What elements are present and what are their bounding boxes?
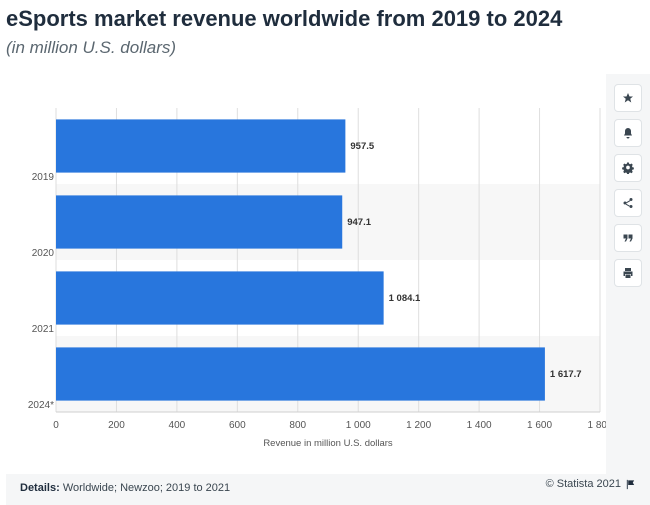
- data-label: 1 617.7: [550, 369, 582, 380]
- tick-label: 800: [289, 420, 306, 431]
- quote-icon: [623, 234, 633, 242]
- details-label: Details:: [20, 482, 60, 494]
- category-label: 2020: [32, 248, 55, 259]
- data-label: 947.1: [347, 217, 371, 228]
- bar: [56, 119, 346, 173]
- tick-label: 1 800: [587, 420, 606, 431]
- tick-label: 1 200: [406, 420, 431, 431]
- bar: [56, 347, 545, 401]
- flag-icon: [626, 479, 635, 489]
- print-button[interactable]: [614, 259, 642, 287]
- tick-label: 1 400: [467, 420, 492, 431]
- bar: [56, 195, 343, 249]
- notification-button[interactable]: [614, 119, 642, 147]
- details-value: Worldwide; Newzoo; 2019 to 2021: [62, 482, 231, 494]
- chart-title: eSports market revenue worldwide from 20…: [6, 6, 563, 31]
- share-button[interactable]: [614, 189, 642, 217]
- gear-icon: [622, 162, 634, 174]
- cite-button[interactable]: [614, 224, 642, 252]
- share-icon: [623, 198, 633, 208]
- star-icon: [623, 93, 633, 103]
- x-axis-title: Revenue in million U.S. dollars: [263, 438, 393, 449]
- category-label: 2019: [32, 172, 55, 183]
- bar: [56, 271, 384, 325]
- tick-label: 0: [53, 420, 59, 431]
- tick-label: 1 600: [527, 420, 552, 431]
- category-label: 2021: [32, 324, 55, 335]
- chart-subtitle: (in million U.S. dollars): [6, 38, 177, 57]
- chart-toolbar: [614, 84, 644, 294]
- bell-icon: [624, 128, 632, 139]
- bar-chart: 957.5 2019 947.1 2020 1 084.1 2021 1 617.7 2024…: [28, 108, 606, 449]
- data-label: 1 084.1: [389, 293, 421, 304]
- tick-label: 200: [108, 420, 125, 431]
- tick-label: 400: [169, 420, 186, 431]
- favorite-button[interactable]: [614, 84, 642, 112]
- tick-label: 1 000: [346, 420, 371, 431]
- data-label: 957.5: [350, 141, 374, 152]
- print-icon: [623, 268, 633, 278]
- chart-card: 957.5 2019 947.1 2020 1 084.1 2021 1 617.7 2024…: [6, 74, 650, 505]
- chart-area: 957.5 2019 947.1 2020 1 084.1 2021 1 617.7 2024…: [6, 74, 606, 474]
- copyright[interactable]: © Statista 2021: [546, 478, 636, 490]
- category-label: 2024*: [28, 400, 54, 411]
- settings-button[interactable]: [614, 154, 642, 182]
- details-text: Details: Worldwide; Newzoo; 2019 to 2021: [20, 482, 230, 494]
- tick-label: 600: [229, 420, 246, 431]
- copyright-text: © Statista 2021: [545, 478, 621, 490]
